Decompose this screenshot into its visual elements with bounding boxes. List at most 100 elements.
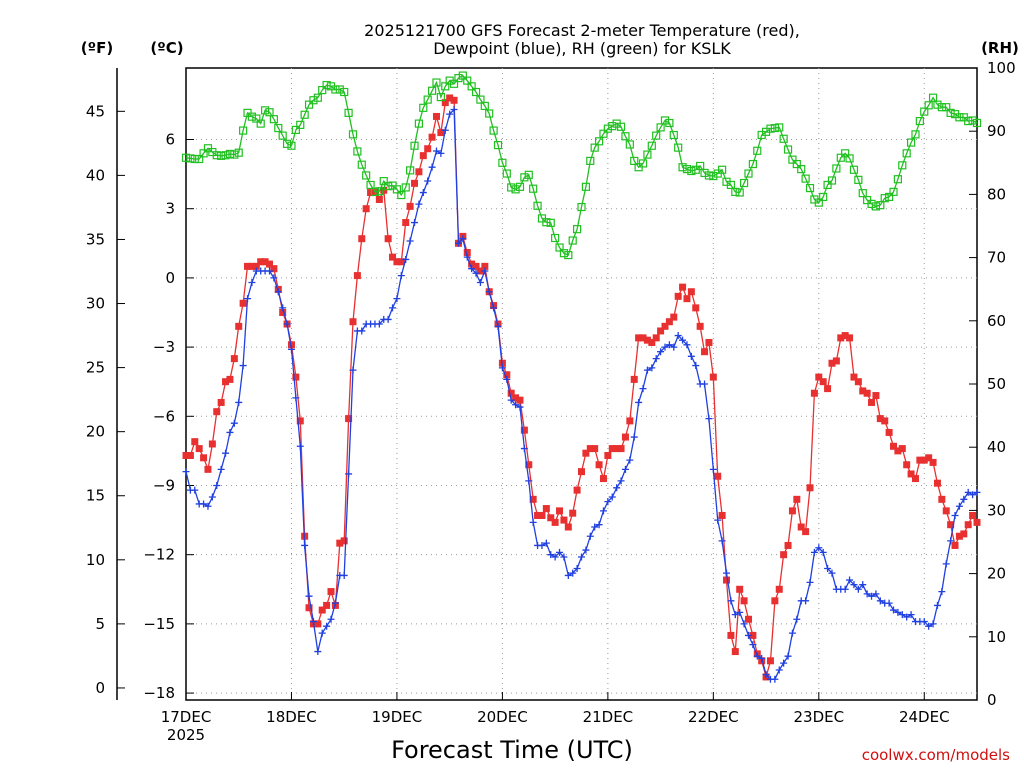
dewpoint-point <box>415 200 423 208</box>
rh-tick-label: 100 <box>987 59 1016 77</box>
dewpoint-point <box>617 477 625 485</box>
dewpoint-point <box>182 468 190 476</box>
dewpoint-point <box>762 671 770 679</box>
relative-humidity-point <box>577 202 586 212</box>
temperature-point <box>235 322 243 330</box>
relative-humidity-point <box>933 100 942 109</box>
relative-humidity-point <box>287 141 296 150</box>
temperature-point <box>217 398 225 406</box>
relative-humidity-point <box>652 131 661 140</box>
temperature-point <box>441 99 449 107</box>
temperature-point <box>639 334 647 342</box>
relative-humidity-point <box>366 180 375 190</box>
relative-humidity-point <box>718 165 727 174</box>
dewpoint-point <box>547 551 555 559</box>
temperature-point <box>850 373 858 381</box>
relative-humidity-point <box>252 114 261 123</box>
temperature-point <box>828 359 836 367</box>
rh-tick-label: 30 <box>987 501 1006 519</box>
relative-humidity-point <box>542 218 551 227</box>
relative-humidity-point <box>845 154 854 163</box>
rh-tick-label: 70 <box>987 249 1006 267</box>
relative-humidity-point <box>265 108 274 117</box>
relative-humidity-point <box>234 148 243 157</box>
dewpoint-point <box>591 523 599 531</box>
dewpoint-point <box>951 511 959 519</box>
temperature-point <box>591 445 599 453</box>
relative-humidity-point <box>937 103 946 112</box>
dewpoint-point <box>463 253 471 261</box>
dewpoint-point <box>213 481 221 489</box>
fahrenheit-unit-label: (ºF) <box>81 39 113 57</box>
dewpoint-point <box>683 341 691 349</box>
title-line-2: Dewpoint (blue), RH (green) for KSLK <box>433 39 731 58</box>
fahrenheit-tick-label: 35 <box>86 230 105 248</box>
dewpoint-point <box>292 394 300 402</box>
temperature-point <box>582 449 590 457</box>
temperature-series <box>182 94 981 681</box>
relative-humidity-point <box>221 151 230 160</box>
temperature-point <box>815 373 823 381</box>
dewpoint-point <box>705 415 713 423</box>
dewpoint-point <box>428 163 436 171</box>
temperature-point <box>323 601 331 609</box>
relative-humidity-point <box>406 166 415 175</box>
dewpoint-point <box>604 498 612 506</box>
temperature-point <box>200 454 208 462</box>
dewpoint-point <box>599 507 607 515</box>
dewpoint-point <box>432 147 440 155</box>
temperature-point <box>955 532 963 540</box>
relative-humidity-point <box>467 82 476 91</box>
relative-humidity-point <box>392 185 402 194</box>
relative-humidity-point <box>955 113 964 122</box>
relative-humidity-point <box>568 236 577 245</box>
x-tick-label: 23DEC <box>794 708 845 726</box>
temperature-point <box>916 456 924 464</box>
temperature-point <box>780 551 788 559</box>
temperature-point <box>226 375 234 383</box>
temperature-point <box>534 511 542 519</box>
temperature-point <box>714 472 722 480</box>
relative-humidity-point <box>199 149 208 158</box>
temperature-point <box>191 438 199 446</box>
dewpoint-point <box>450 106 458 114</box>
relative-humidity-point <box>906 138 916 147</box>
temperature-point <box>476 267 484 275</box>
temperature-point <box>305 604 313 612</box>
dewpoint-point <box>890 606 898 614</box>
relative-humidity-point <box>827 176 837 185</box>
relative-humidity-point <box>362 171 371 180</box>
temperature-point <box>806 484 814 492</box>
dewpoint-point <box>648 364 656 372</box>
dewpoint-point <box>446 110 454 118</box>
dewpoint-point <box>626 456 634 464</box>
relative-humidity-point <box>546 218 555 227</box>
rh-tick-label: 60 <box>987 312 1006 330</box>
relative-humidity-point <box>735 188 744 197</box>
temperature-point <box>314 620 322 628</box>
dewpoint-point <box>582 546 590 554</box>
x-tick-label: 24DEC <box>899 708 950 726</box>
dewpoint-point <box>859 581 867 589</box>
relative-humidity-point <box>419 103 428 112</box>
temperature-point <box>261 258 269 266</box>
dewpoint-point <box>714 516 722 524</box>
temperature-point <box>397 258 405 266</box>
relative-humidity-point <box>823 180 832 190</box>
celsius-tick-label: −6 <box>153 407 175 425</box>
relative-humidity-point <box>674 143 683 152</box>
relative-humidity-point <box>739 178 749 188</box>
dewpoint-point <box>309 618 317 626</box>
dewpoint-point <box>424 177 432 185</box>
temperature-point <box>424 145 432 153</box>
temperature-point <box>208 440 216 448</box>
temperature-point <box>472 262 480 270</box>
temperature-point <box>929 458 937 466</box>
temperature-point <box>744 615 752 623</box>
dewpoint-point <box>538 541 546 549</box>
temperature-point <box>657 327 665 335</box>
temperature-point <box>327 588 335 596</box>
temperature-point <box>969 511 977 519</box>
credit-label: coolwx.com/models <box>862 746 1010 764</box>
rh-tick-label: 80 <box>987 185 1006 203</box>
